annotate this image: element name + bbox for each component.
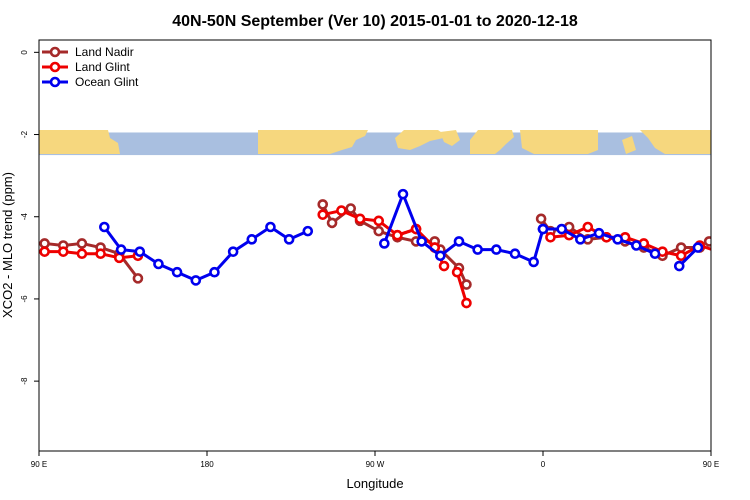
- y-tick-label: -2: [20, 130, 29, 138]
- data-point-land-nadir: [39, 238, 50, 249]
- data-point-land-nadir: [373, 225, 385, 237]
- legend-item-ocean-glint: Ocean Glint: [42, 75, 139, 89]
- data-point-ocean-glint: [99, 221, 110, 233]
- data-point-land-nadir: [317, 199, 329, 210]
- y-axis-label: XCO2 - MLO trend (ppm): [0, 172, 15, 318]
- data-point-land-glint: [675, 250, 687, 262]
- data-point-land-glint: [317, 209, 329, 220]
- data-point-land-glint: [392, 229, 403, 241]
- data-point-ocean-glint: [435, 250, 446, 262]
- data-point-ocean-glint: [556, 223, 567, 235]
- y-tick-label: -4: [20, 213, 29, 221]
- data-point-land-glint: [95, 248, 106, 260]
- data-point-land-glint: [76, 248, 88, 260]
- data-point-ocean-glint: [612, 234, 623, 245]
- y-tick-label: -6: [20, 295, 29, 303]
- data-point-land-glint: [373, 215, 385, 227]
- x-axis-label: Longitude: [346, 476, 403, 491]
- legend-label: Land Glint: [75, 60, 130, 74]
- data-point-ocean-glint: [491, 244, 502, 255]
- data-point-land-nadir: [345, 203, 357, 214]
- data-point-land-glint: [582, 221, 594, 233]
- data-point-ocean-glint: [153, 258, 164, 270]
- data-point-land-nadir: [132, 273, 144, 284]
- legend-item-land-glint: Land Glint: [42, 60, 130, 74]
- legend-marker: [49, 76, 61, 88]
- data-point-ocean-glint: [397, 188, 409, 200]
- data-point-land-nadir: [675, 242, 687, 253]
- data-point-ocean-glint: [631, 240, 642, 251]
- data-point-land-glint: [336, 205, 347, 216]
- data-point-ocean-glint: [673, 260, 685, 272]
- map-strip: [39, 130, 711, 156]
- data-point-land-glint: [451, 266, 463, 278]
- data-point-land-nadir: [724, 239, 732, 247]
- data-point-ocean-glint: [537, 223, 549, 235]
- map-land: [39, 130, 711, 154]
- data-point-land-glint: [57, 246, 69, 257]
- data-point-ocean-glint: [692, 242, 704, 253]
- data-point-land-glint: [113, 252, 125, 264]
- data-point-ocean-glint: [246, 234, 258, 245]
- legend-marker: [49, 61, 61, 73]
- x-tick-label: 90 E: [31, 460, 47, 469]
- data-point-ocean-glint: [227, 246, 239, 257]
- data-point-ocean-glint: [416, 236, 427, 247]
- series-line-land-nadir: [708, 239, 711, 244]
- plot-frame: [38, 39, 712, 452]
- data-point-ocean-glint: [472, 244, 483, 255]
- x-tick-label: 90 E: [703, 460, 719, 469]
- data-point-ocean-glint: [509, 248, 521, 260]
- x-tick-label: 90 W: [366, 460, 385, 469]
- series-layer: [39, 188, 750, 309]
- data-point-ocean-glint: [528, 256, 539, 268]
- data-point-land-glint: [545, 231, 556, 243]
- data-point-ocean-glint: [134, 246, 146, 257]
- ytick-group: 0 -2 -4 -6 -8: [20, 50, 39, 385]
- series-line-ocean-glint: [382, 192, 545, 264]
- legend-marker: [49, 46, 61, 58]
- legend-label: Ocean Glint: [75, 75, 139, 89]
- data-point-land-glint: [733, 246, 741, 254]
- data-point-ocean-glint: [593, 227, 605, 239]
- data-point-land-nadir: [742, 242, 750, 250]
- series-line-land-glint: [455, 271, 468, 304]
- data-point-ocean-glint: [171, 266, 183, 278]
- data-point-ocean-glint: [283, 234, 295, 245]
- y-tick-label: 0: [20, 50, 29, 55]
- data-point-ocean-glint: [575, 234, 586, 245]
- data-point-land-nadir: [461, 279, 472, 290]
- data-point-land-nadir: [76, 238, 88, 249]
- data-point-land-glint: [438, 260, 450, 272]
- data-point-land-nadir: [535, 213, 547, 225]
- chart-title: 40N-50N September (Ver 10) 2015-01-01 to…: [172, 13, 578, 30]
- series-ocean-glint: [99, 188, 704, 286]
- data-point-land-nadir: [703, 236, 711, 247]
- data-point-ocean-glint: [190, 275, 202, 286]
- x-tick-label: 0: [541, 460, 546, 469]
- data-point-ocean-glint: [265, 221, 276, 233]
- map-ocean: [39, 132, 711, 156]
- y-tick-label: -8: [20, 377, 29, 385]
- x-tick-label: 180: [200, 460, 214, 469]
- data-point-ocean-glint: [379, 238, 390, 249]
- data-point-land-glint: [714, 248, 722, 256]
- data-point-ocean-glint: [649, 248, 661, 260]
- data-point-land-glint: [39, 246, 50, 257]
- data-point-ocean-glint: [453, 236, 465, 247]
- data-point-land-glint: [461, 297, 472, 309]
- data-point-land-glint: [354, 213, 366, 225]
- data-point-ocean-glint: [302, 225, 314, 237]
- xtick-group: 90 E 180 90 W 0 90 E: [31, 451, 719, 469]
- legend-label: Land Nadir: [75, 45, 134, 59]
- legend-item-land-nadir: Land Nadir: [42, 45, 134, 59]
- data-point-ocean-glint: [115, 244, 127, 255]
- data-point-ocean-glint: [209, 266, 220, 278]
- data-point-land-nadir: [326, 217, 338, 229]
